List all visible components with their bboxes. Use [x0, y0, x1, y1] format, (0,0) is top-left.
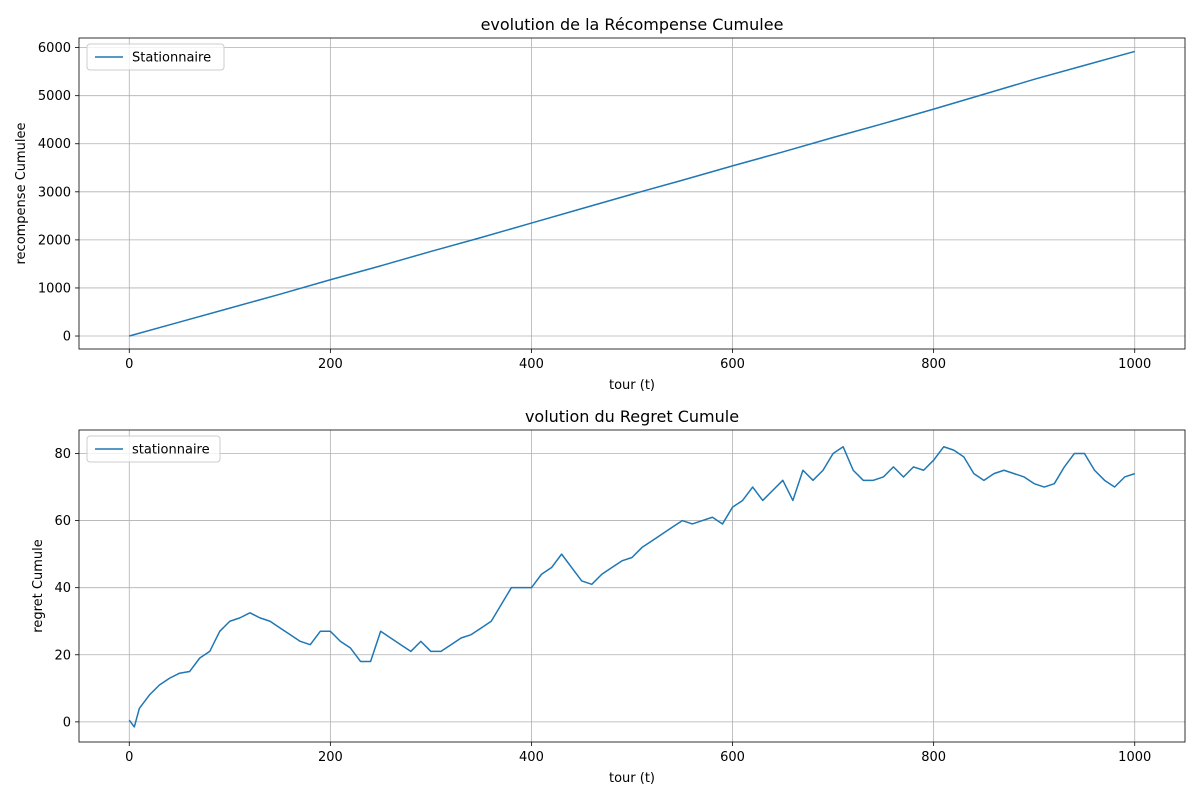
legend: stationnaire: [86, 435, 221, 463]
x-tick-label: 200: [318, 357, 343, 372]
y-tick-label: 20: [54, 648, 71, 663]
chart-1: 0 200 400 600 800 1000 0 1000 2000 3000 4000 5000 60…: [14, 15, 1186, 393]
y-tick-label: 60: [54, 514, 71, 529]
x-tick-label: 600: [720, 357, 745, 372]
y-tick-label: 0: [63, 330, 71, 345]
legend-label: Stationnaire: [132, 51, 211, 66]
legend-box: [86, 43, 225, 71]
y-tick-label: 1000: [38, 281, 71, 296]
x-tick-label: 400: [519, 357, 544, 372]
chart-2: 0 200 400 600 800 1000 0 20 40 60 80 volution du Re…: [31, 407, 1186, 786]
x-tick-label: 200: [318, 750, 343, 765]
y-tick-label: 40: [54, 581, 71, 596]
y-tick-label: 3000: [38, 185, 71, 200]
legend-label: stationnaire: [132, 443, 210, 458]
axes-frame: [78, 37, 1186, 350]
y-axis-label: regret Cumule: [31, 539, 46, 632]
x-tick-label: 800: [921, 357, 946, 372]
x-tick-label: 600: [720, 750, 745, 765]
y-tick-label: 5000: [38, 89, 71, 104]
chart-title: volution du Regret Cumule: [525, 407, 739, 426]
x-tick-label: 400: [519, 750, 544, 765]
y-axis-label: recompense Cumulee: [14, 122, 29, 264]
series-line-1: [128, 446, 1135, 728]
x-tick-label: 1000: [1118, 750, 1151, 765]
series-line-1: [129, 50, 1135, 337]
x-axis-label: tour (t): [609, 378, 655, 393]
x-tick-label: 1000: [1118, 357, 1151, 372]
x-tick-label: 800: [921, 750, 946, 765]
axes-frame: [78, 429, 1186, 743]
y-tick-label: 80: [54, 447, 71, 462]
y-tick-label: 0: [63, 715, 71, 730]
y-tick-label: 6000: [38, 41, 71, 56]
x-axis-label: tour (t): [609, 771, 655, 786]
legend-box: [86, 435, 221, 463]
y-tick-label: 4000: [38, 137, 71, 152]
x-tick-label: 0: [125, 750, 133, 765]
chart-title: evolution de la Récompense Cumulee: [481, 15, 784, 34]
y-tick-label: 2000: [38, 233, 71, 248]
legend: Stationnaire: [86, 43, 225, 71]
x-tick-label: 0: [125, 357, 133, 372]
